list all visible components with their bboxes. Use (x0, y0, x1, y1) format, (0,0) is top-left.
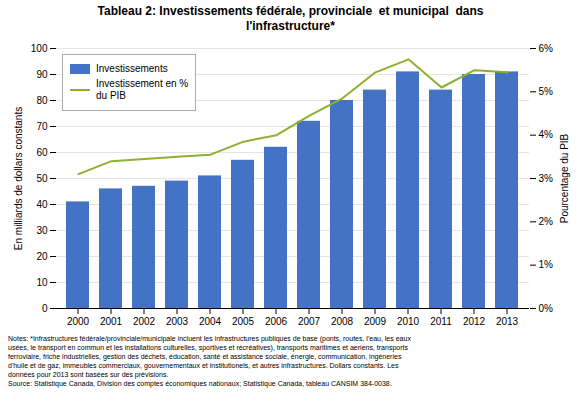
html-text:usées, le transport en commun: usées, le transport en commun et les ins… (8, 344, 408, 351)
svg-text:20: 20 (36, 251, 48, 262)
svg-text:30: 30 (36, 225, 48, 236)
svg-text:1%: 1% (539, 259, 554, 270)
svg-text:2008: 2008 (331, 316, 354, 327)
html-text:d'huile et de gaz, immeubles c: d'huile et de gaz, immeubles commerciaux… (8, 362, 399, 369)
html-text:Investissement en % du PIB: Investissement en % du PIB (96, 78, 189, 101)
svg-text:100: 100 (31, 43, 48, 54)
svg-text:50: 50 (36, 173, 48, 184)
svg-text:2%: 2% (539, 216, 554, 227)
svg-text:2013: 2013 (496, 316, 519, 327)
svg-text:2012: 2012 (463, 316, 486, 327)
svg-text:2005: 2005 (232, 316, 255, 327)
html-text:Investissements: Investissements (96, 63, 168, 74)
svg-text:2010: 2010 (397, 316, 420, 327)
html-text:données pour 2013 sont basées: données pour 2013 sont basées sur des pr… (8, 371, 169, 378)
svg-text:2011: 2011 (430, 316, 452, 327)
svg-text:0: 0 (42, 303, 48, 314)
svg-text:60: 60 (36, 147, 48, 158)
svg-text:5%: 5% (539, 86, 554, 97)
svg-text:2009: 2009 (364, 316, 387, 327)
svg-text:2001: 2001 (100, 316, 123, 327)
svg-text:2002: 2002 (133, 316, 156, 327)
html-text:Source: Statistique Canada, Di: Source: Statistique Canada, Division des… (8, 380, 392, 387)
svg-text:40: 40 (36, 199, 48, 210)
html-text:ferroviaire, friche industriel: ferroviaire, friche industrielles, gesti… (8, 353, 402, 360)
svg-text:En milliards de dollars consta: En milliards de dollars constants (13, 107, 24, 250)
html-text:Tableau 2: Investissements féd: Tableau 2: Investissements fédérale, pro… (97, 4, 484, 33)
svg-text:4%: 4% (539, 129, 554, 140)
svg-text:2003: 2003 (166, 316, 189, 327)
svg-text:2007: 2007 (298, 316, 321, 327)
svg-text:10: 10 (36, 277, 48, 288)
svg-text:70: 70 (36, 121, 48, 132)
svg-text:3%: 3% (539, 173, 554, 184)
svg-text:6%: 6% (539, 43, 554, 54)
svg-text:90: 90 (36, 69, 48, 80)
html-text:Notes: *Infrastructures fédéra: Notes: *Infrastructures fédérale/provinc… (8, 335, 411, 342)
svg-text:Pourcentage du PIB: Pourcentage du PIB (559, 133, 570, 223)
svg-text:2006: 2006 (265, 316, 288, 327)
svg-text:0%: 0% (539, 303, 554, 314)
svg-text:2000: 2000 (67, 316, 90, 327)
svg-text:2004: 2004 (199, 316, 222, 327)
svg-text:80: 80 (36, 95, 48, 106)
